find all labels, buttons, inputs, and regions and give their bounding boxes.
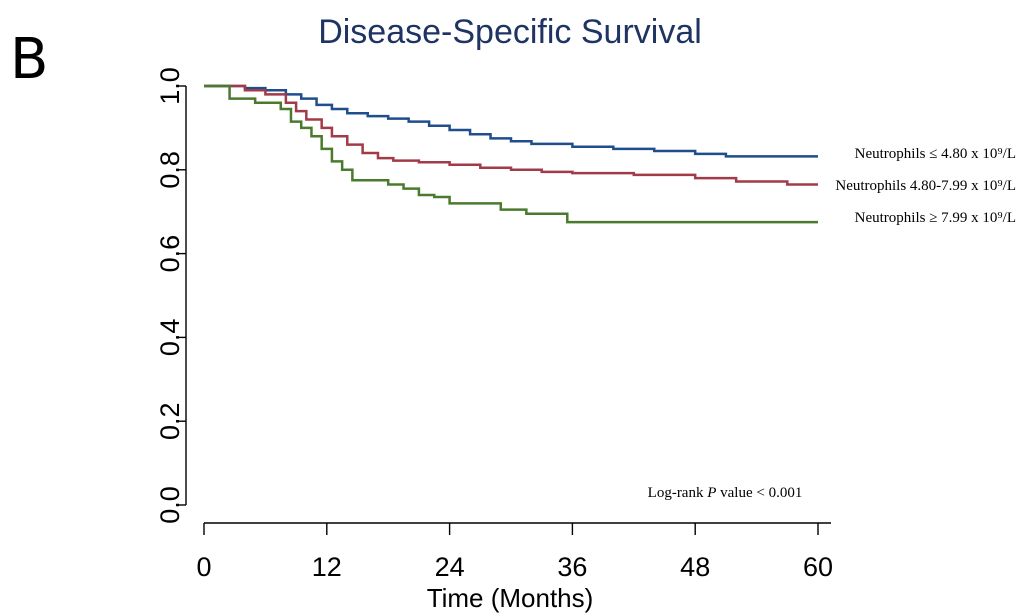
legend: Neutrophils ≤ 4.80 x 10⁹/L Neutrophils 4.… <box>835 146 1016 226</box>
x-tick-label: 24 <box>435 552 465 582</box>
y-tick-label: 0.4 <box>155 319 185 357</box>
x-tick-label: 36 <box>557 552 587 582</box>
legend-entry-neutrophils-4-80-x-10-l: Neutrophils ≤ 4.80 x 10⁹/L <box>855 146 1016 162</box>
y-tick-label: 0.8 <box>155 151 185 189</box>
y-tick-label: 0.6 <box>155 235 185 273</box>
chart-title: Disease-Specific Survival <box>318 13 702 51</box>
y-tick-label: 0.0 <box>155 486 185 524</box>
series-line-neutrophils-4-80-x-10-l <box>204 84 818 158</box>
y-axis: 0.0 0.2 0.4 0.6 0.8 1.0 <box>155 67 187 524</box>
log-rank-annotation: Log-rank P value < 0.001 <box>648 485 803 501</box>
legend-entry-neutrophils-7-99-x-10-l: Neutrophils ≥ 7.99 x 10⁹/L <box>855 210 1016 226</box>
x-tick-label: 12 <box>312 552 342 582</box>
series-line-neutrophils-4-80-7-99-x-10-l <box>204 84 818 186</box>
x-axis-title: Time (Months) <box>427 583 594 613</box>
x-tick-label: 48 <box>680 552 710 582</box>
legend-entry-neutrophils-4-80-7-99-x-10-l: Neutrophils 4.80-7.99 x 10⁹/L <box>835 178 1016 194</box>
series-layer <box>204 84 818 224</box>
y-tick-label: 1.0 <box>155 67 185 105</box>
x-tick-label: 60 <box>803 552 833 582</box>
panel-label: B <box>10 27 48 92</box>
x-axis: 0 12 24 36 48 60 <box>196 522 833 582</box>
series-line-neutrophils-7-99-x-10-l <box>204 84 818 224</box>
x-tick-label: 0 <box>196 552 211 582</box>
y-tick-label: 0.2 <box>155 402 185 440</box>
